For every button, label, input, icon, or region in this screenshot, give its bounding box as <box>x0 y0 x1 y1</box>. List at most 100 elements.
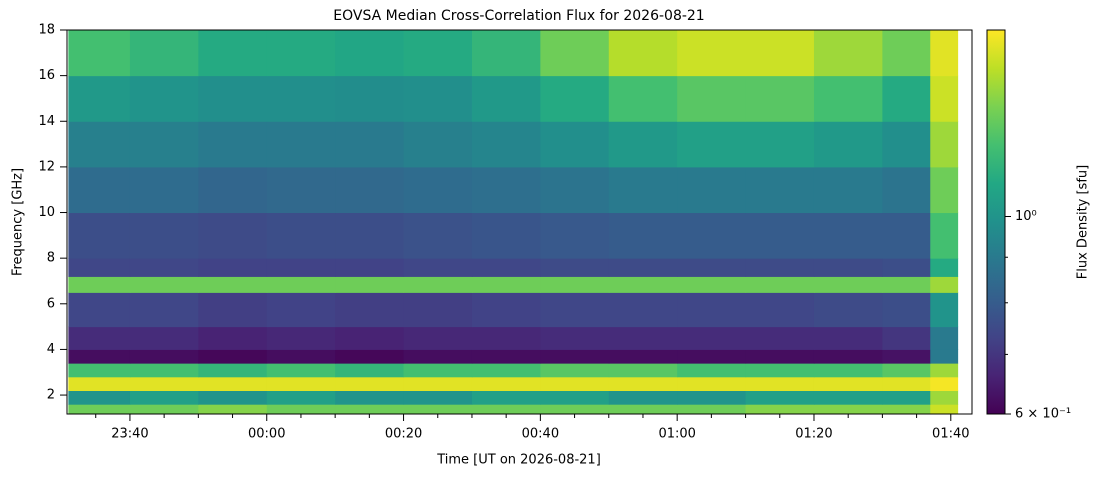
x-tick-label: 00:20 <box>385 427 422 442</box>
heatmap-cell <box>677 390 747 405</box>
heatmap-cell <box>608 404 678 415</box>
heatmap-cell <box>930 363 959 378</box>
heatmap-cell <box>745 121 815 168</box>
heatmap-cell <box>930 212 959 259</box>
heatmap-cell <box>745 75 815 122</box>
heatmap-cell <box>745 276 815 293</box>
heatmap-cell <box>677 326 747 350</box>
heatmap-cell <box>266 404 336 415</box>
heatmap-cell <box>882 349 931 364</box>
heatmap-cell <box>403 349 473 364</box>
heatmap-cell <box>608 121 678 168</box>
heatmap-cell <box>335 349 405 364</box>
heatmap-cell <box>540 121 610 168</box>
heatmap-cell <box>813 212 883 259</box>
heatmap-cell <box>471 75 541 122</box>
heatmap-cell <box>335 292 405 328</box>
heatmap-cell <box>198 390 268 405</box>
heatmap-cell <box>540 276 610 293</box>
heatmap-cell <box>677 212 747 259</box>
y-tick-label: 8 <box>47 251 55 266</box>
heatmap-cell <box>129 212 199 259</box>
heatmap-cell <box>677 376 747 391</box>
heatmap-cell <box>882 30 931 77</box>
heatmap-cell <box>745 258 815 277</box>
heatmap-cell <box>608 349 678 364</box>
heatmap-cell <box>403 326 473 350</box>
heatmap-cell <box>471 30 541 77</box>
y-tick-label: 2 <box>47 388 55 403</box>
heatmap-cell <box>745 390 815 405</box>
heatmap-cell <box>813 258 883 277</box>
heatmap-cell <box>813 166 883 214</box>
heatmap-cell <box>129 326 199 350</box>
heatmap-cell <box>403 376 473 391</box>
heatmap-cell <box>68 212 131 259</box>
x-tick-label: 01:00 <box>658 427 695 442</box>
heatmap-cell <box>129 75 199 122</box>
heatmap-cell <box>403 404 473 415</box>
heatmap-cell <box>608 276 678 293</box>
heatmap-cell <box>882 363 931 378</box>
heatmap-cell <box>266 349 336 364</box>
heatmap-cell <box>266 75 336 122</box>
heatmap-cell <box>68 404 131 415</box>
heatmap-cell <box>930 30 959 77</box>
heatmap-cell <box>677 166 747 214</box>
heatmap-cell <box>930 376 959 391</box>
heatmap-cell <box>608 292 678 328</box>
heatmap-cell <box>882 404 931 415</box>
heatmap-cell <box>608 326 678 350</box>
heatmap-cell <box>745 30 815 77</box>
heatmap-cell <box>471 121 541 168</box>
heatmap-cell <box>471 212 541 259</box>
heatmap-cell <box>68 75 131 122</box>
heatmap-cell <box>608 258 678 277</box>
heatmap-cell <box>471 349 541 364</box>
heatmap-cell <box>129 276 199 293</box>
heatmap-cell <box>608 390 678 405</box>
heatmap-cell <box>266 212 336 259</box>
heatmap-cell <box>813 376 883 391</box>
heatmap-cell <box>335 326 405 350</box>
heatmap-cell <box>677 292 747 328</box>
heatmap-cell <box>266 390 336 405</box>
heatmap-cell <box>677 276 747 293</box>
heatmap-cell <box>540 212 610 259</box>
heatmap-cell <box>335 212 405 259</box>
heatmap <box>68 30 959 415</box>
heatmap-cell <box>882 258 931 277</box>
heatmap-cell <box>540 376 610 391</box>
heatmap-cell <box>608 75 678 122</box>
heatmap-cell <box>403 276 473 293</box>
heatmap-cell <box>813 390 883 405</box>
heatmap-cell <box>677 404 747 415</box>
heatmap-cell <box>198 376 268 391</box>
x-tick-label: 01:20 <box>795 427 832 442</box>
heatmap-cell <box>335 363 405 378</box>
heatmap-cell <box>813 349 883 364</box>
heatmap-cell <box>930 276 959 293</box>
y-tick-label: 14 <box>38 114 55 129</box>
heatmap-cell <box>882 326 931 350</box>
heatmap-cell <box>266 363 336 378</box>
heatmap-cell <box>882 390 931 405</box>
heatmap-cell <box>608 166 678 214</box>
heatmap-cell <box>745 376 815 391</box>
heatmap-cell <box>471 166 541 214</box>
heatmap-cell <box>608 376 678 391</box>
heatmap-cell <box>198 292 268 328</box>
heatmap-cell <box>68 166 131 214</box>
heatmap-cell <box>930 258 959 277</box>
heatmap-cell <box>129 121 199 168</box>
heatmap-cell <box>335 404 405 415</box>
heatmap-cell <box>540 326 610 350</box>
heatmap-cell <box>471 363 541 378</box>
heatmap-cell <box>68 30 131 77</box>
heatmap-cell <box>677 258 747 277</box>
heatmap-cell <box>930 404 959 415</box>
heatmap-cell <box>129 30 199 77</box>
heatmap-cell <box>403 166 473 214</box>
chart-title: EOVSA Median Cross-Correlation Flux for … <box>333 8 704 24</box>
